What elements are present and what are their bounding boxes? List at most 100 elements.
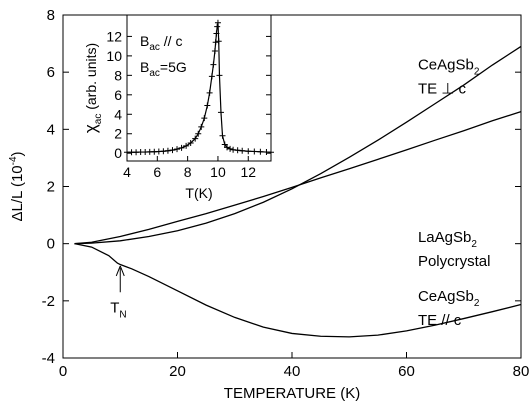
inset-legend-line-1: Bac // c — [140, 33, 182, 53]
inset-legend-line-2: Bac=5G — [140, 59, 187, 79]
x-tick-label: 60 — [398, 363, 415, 380]
annotation-subscript: 2 — [474, 66, 480, 77]
x-axis-label: TEMPERATURE (K) — [224, 385, 360, 402]
inset-data-point — [195, 130, 202, 137]
inset-data-point — [224, 144, 231, 151]
inset-x-tick-label: 12 — [240, 164, 256, 180]
annotation-text: CeAgSb — [418, 288, 474, 305]
tn-marker: TN — [110, 265, 127, 320]
inset-data-point — [210, 61, 217, 68]
inset-y-tick-label: 8 — [114, 67, 122, 83]
main-series — [74, 45, 522, 338]
annotation-text: TE ⊥ c — [418, 80, 467, 97]
inset-data-point — [214, 19, 221, 26]
inset-data-point — [215, 38, 222, 45]
inset-data-point — [216, 72, 223, 79]
inset-legend-subscript: ac — [149, 42, 160, 53]
x-tick-label: 20 — [169, 363, 186, 380]
annotation-3-line-1: CeAgSb2 — [418, 288, 480, 309]
inset-data-point — [169, 147, 176, 154]
inset-data-point — [201, 115, 208, 122]
inset-data-point — [183, 142, 190, 149]
y-axis-label-close: ) — [9, 151, 26, 156]
inset-data-point — [187, 139, 194, 146]
inset-y-axis-label-subscript: ac — [93, 114, 104, 125]
inset-x-tick-label: 6 — [153, 164, 161, 180]
x-tick-label: 80 — [513, 363, 530, 380]
inset-legend-subscript: ac — [149, 68, 160, 79]
inset-data-point — [239, 147, 246, 154]
series-line-2 — [74, 110, 522, 245]
annotation-text: LaAgSb — [418, 229, 471, 246]
inset-y-axis-label-main: χ — [81, 124, 100, 133]
inset-data-point — [208, 73, 215, 80]
inset-data-point — [257, 148, 264, 155]
inset-x-tick-label: 8 — [184, 164, 192, 180]
annotation-text: TE // c — [418, 312, 462, 329]
inset-data-point — [174, 146, 181, 153]
inset-x-axis-label: T(K) — [185, 185, 212, 201]
x-tick-label: 0 — [59, 363, 67, 380]
y-tick-label: -4 — [42, 350, 55, 367]
inset-data-point — [268, 149, 274, 156]
inset-data-point — [192, 135, 199, 142]
inset-y-tick-label: 6 — [114, 87, 122, 103]
inset-legend-rest: // c — [160, 33, 183, 49]
inset-y-tick-label: 12 — [106, 28, 122, 44]
inset-data-point — [219, 132, 226, 139]
inset-y-tick-label: 10 — [106, 48, 122, 64]
annotation-text: CeAgSb — [418, 56, 474, 73]
y-axis-label-exponent: -4 — [8, 156, 19, 165]
inset-legend-rest: =5G — [160, 59, 187, 75]
inset-data-point — [211, 48, 218, 55]
tn-arrow-head — [115, 265, 125, 277]
inset-y-tick-label: 2 — [114, 126, 122, 142]
y-tick-label: 2 — [47, 179, 55, 196]
annotation-2-line-1: LaAgSb2 — [418, 229, 477, 250]
inset-y-axis-label: χac (arb. units) — [81, 43, 104, 133]
inset-data-point — [198, 123, 205, 130]
annotation-text: Polycrystal — [418, 253, 491, 270]
annotation-3-line-2: TE // c — [418, 312, 462, 329]
y-tick-label: 8 — [47, 7, 55, 24]
inset-x-tick-label: 4 — [123, 164, 131, 180]
tn-label-main: T — [110, 299, 119, 316]
inset-data-point — [245, 148, 252, 155]
inset-y-tick-label: 4 — [114, 106, 122, 122]
annotation-1-line-2: TE ⊥ c — [418, 80, 467, 97]
y-axis-label-main: ΔL/L (10 — [9, 165, 26, 221]
y-tick-label: 4 — [47, 121, 55, 138]
inset-series — [124, 19, 274, 156]
inset-data-point — [212, 39, 219, 46]
x-tick-label: 40 — [284, 363, 301, 380]
main-axis-labels: TEMPERATURE (K)ΔL/L (10-4) — [8, 151, 360, 402]
inset-data-point — [213, 30, 220, 37]
y-tick-label: 0 — [47, 236, 55, 253]
inset-data-point — [178, 144, 185, 151]
inset-axis-labels: T(K) χac (arb. units) — [81, 43, 213, 201]
inset-data-point — [227, 145, 234, 152]
inset-ticks: 4 6 8 10 12 0 2 4 6 8 10 12 — [106, 28, 271, 180]
tn-label-subscript: N — [119, 309, 126, 320]
inset-legend-main: B — [140, 33, 149, 49]
y-tick-label: -2 — [42, 293, 55, 310]
y-tick-label: 6 — [47, 64, 55, 81]
series-line-3 — [74, 243, 522, 338]
y-axis-label: ΔL/L (10-4) — [8, 151, 26, 221]
inset-x-tick-label: 10 — [210, 164, 226, 180]
inset-legend-main: B — [140, 59, 149, 75]
inset-data-point — [217, 109, 224, 116]
tn-label: TN — [110, 299, 126, 320]
inset-data-point — [164, 147, 171, 154]
inset-data-point — [251, 148, 258, 155]
inset-data-point — [206, 89, 213, 96]
inset-background — [127, 15, 271, 161]
inset-y-tick-label: 0 — [114, 145, 122, 161]
annotation-1-line-1: CeAgSb2 — [418, 56, 480, 77]
annotation-subscript: 2 — [471, 239, 477, 250]
